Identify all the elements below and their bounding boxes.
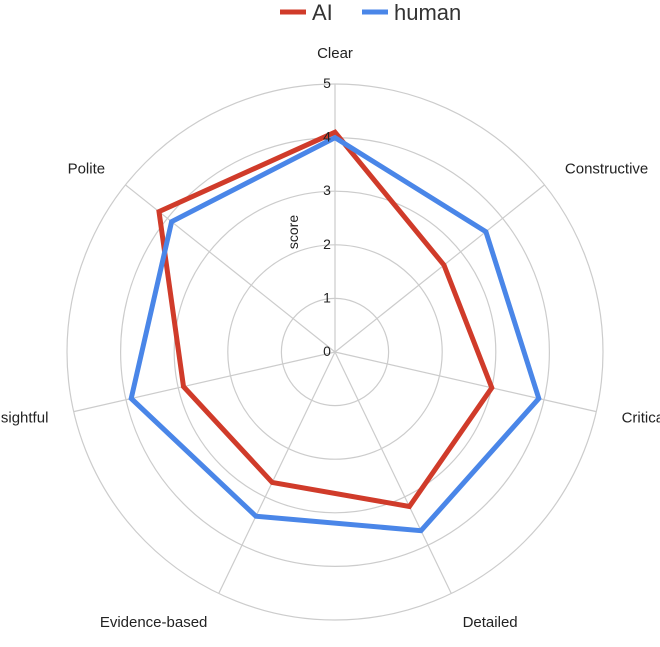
spoke-evidence-based (218, 351, 336, 594)
category-label-constructive: Constructive (565, 161, 648, 178)
y-axis-title: score (285, 215, 301, 249)
legend-label-human: human (394, 0, 461, 25)
radar-tick-labels: 0 1 2 3 4 5 (323, 75, 331, 359)
spoke-critical (334, 351, 597, 413)
category-label-polite: Polite (68, 161, 106, 178)
category-label-detailed: Detailed (463, 614, 518, 631)
tick-label-5: 5 (323, 75, 331, 91)
series-human (128, 134, 542, 534)
tick-label-1: 1 (323, 289, 331, 305)
series-ai (156, 129, 495, 510)
category-label-insightful: Insightful (0, 409, 48, 426)
tick-label-0: 0 (323, 343, 331, 359)
legend: AI human (280, 0, 461, 25)
spoke-detailed (334, 351, 452, 594)
tick-label-3: 3 (323, 182, 331, 198)
spoke-insightful (73, 351, 336, 413)
category-label-critical: Critical (622, 409, 660, 426)
tick-label-4: 4 (323, 129, 331, 145)
radar-series (128, 129, 542, 534)
radar-category-labels: Clear Constructive Critical Detailed Evidenc… (0, 45, 660, 631)
spoke-constructive (334, 184, 545, 353)
category-label-evidence-based: Evidence-based (100, 614, 208, 631)
tick-label-2: 2 (323, 236, 331, 252)
category-label-clear: Clear (317, 45, 353, 62)
legend-label-ai: AI (312, 0, 333, 25)
